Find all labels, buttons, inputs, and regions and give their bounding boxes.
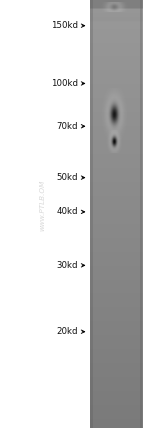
Text: 150kd: 150kd [51,21,78,30]
Text: 70kd: 70kd [57,122,78,131]
Bar [90,0,93,428]
Text: 30kd: 30kd [57,261,78,270]
Text: 50kd: 50kd [57,173,78,182]
Bar [140,0,142,428]
Text: 20kd: 20kd [57,327,78,336]
Text: 40kd: 40kd [57,207,78,217]
Text: www.PTLB.OM: www.PTLB.OM [39,180,45,231]
Text: 100kd: 100kd [51,79,78,88]
